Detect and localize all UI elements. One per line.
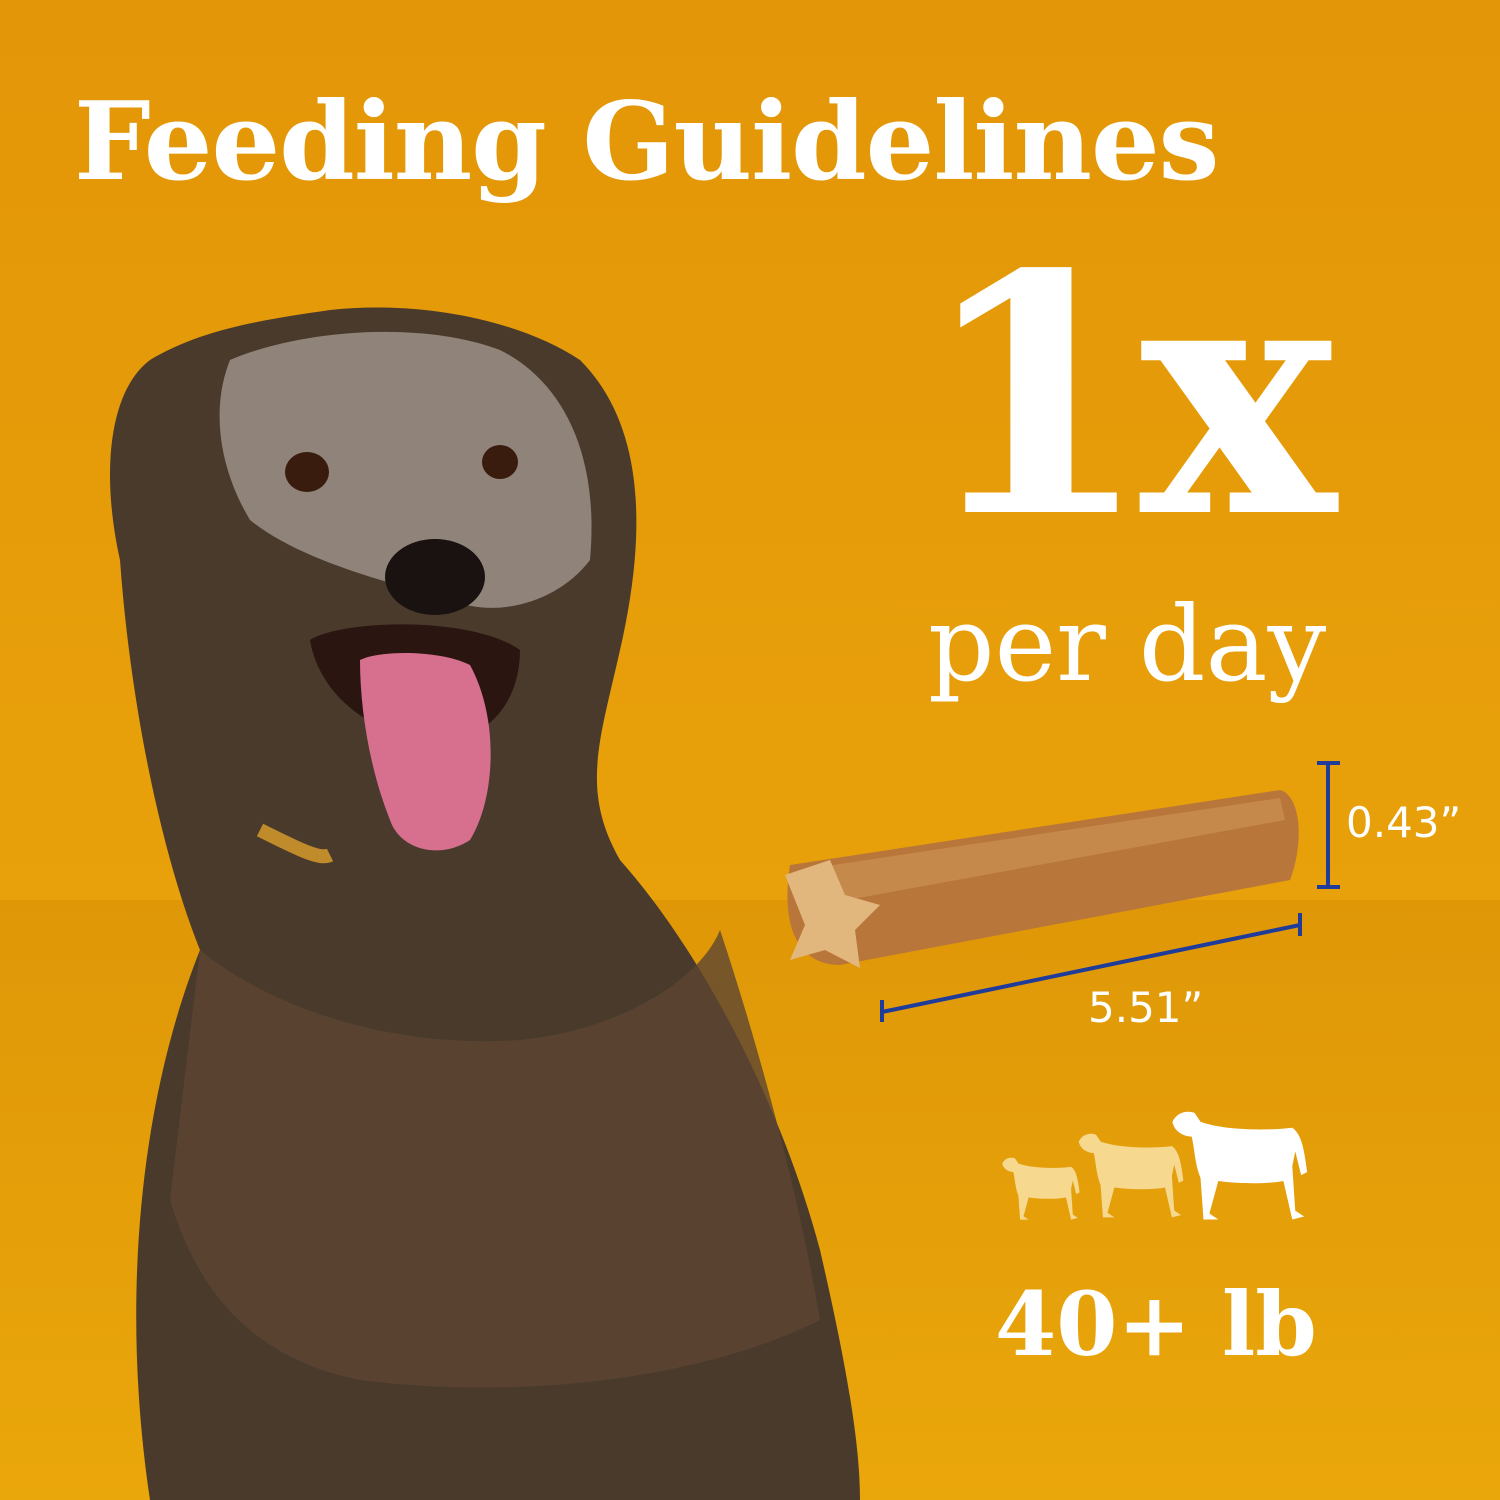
dog-weight-label: 40+ lb [995,1272,1317,1376]
frequency-unit: per day [928,583,1327,705]
large-dog-icon [1172,1111,1308,1220]
dental-stick-treat [785,790,1299,968]
page-title: Feeding Guidelines [74,79,1219,205]
frequency-count: 1x [920,202,1336,590]
dog-photo [110,307,860,1500]
treat-height-label: 0.43” [1346,798,1462,847]
medium-dog-icon [1078,1133,1184,1218]
treat-length-label: 5.51” [1088,983,1204,1032]
small-dog-icon [1002,1157,1080,1220]
length-dimension-line [880,913,1302,1022]
height-dimension-line [1317,761,1340,889]
